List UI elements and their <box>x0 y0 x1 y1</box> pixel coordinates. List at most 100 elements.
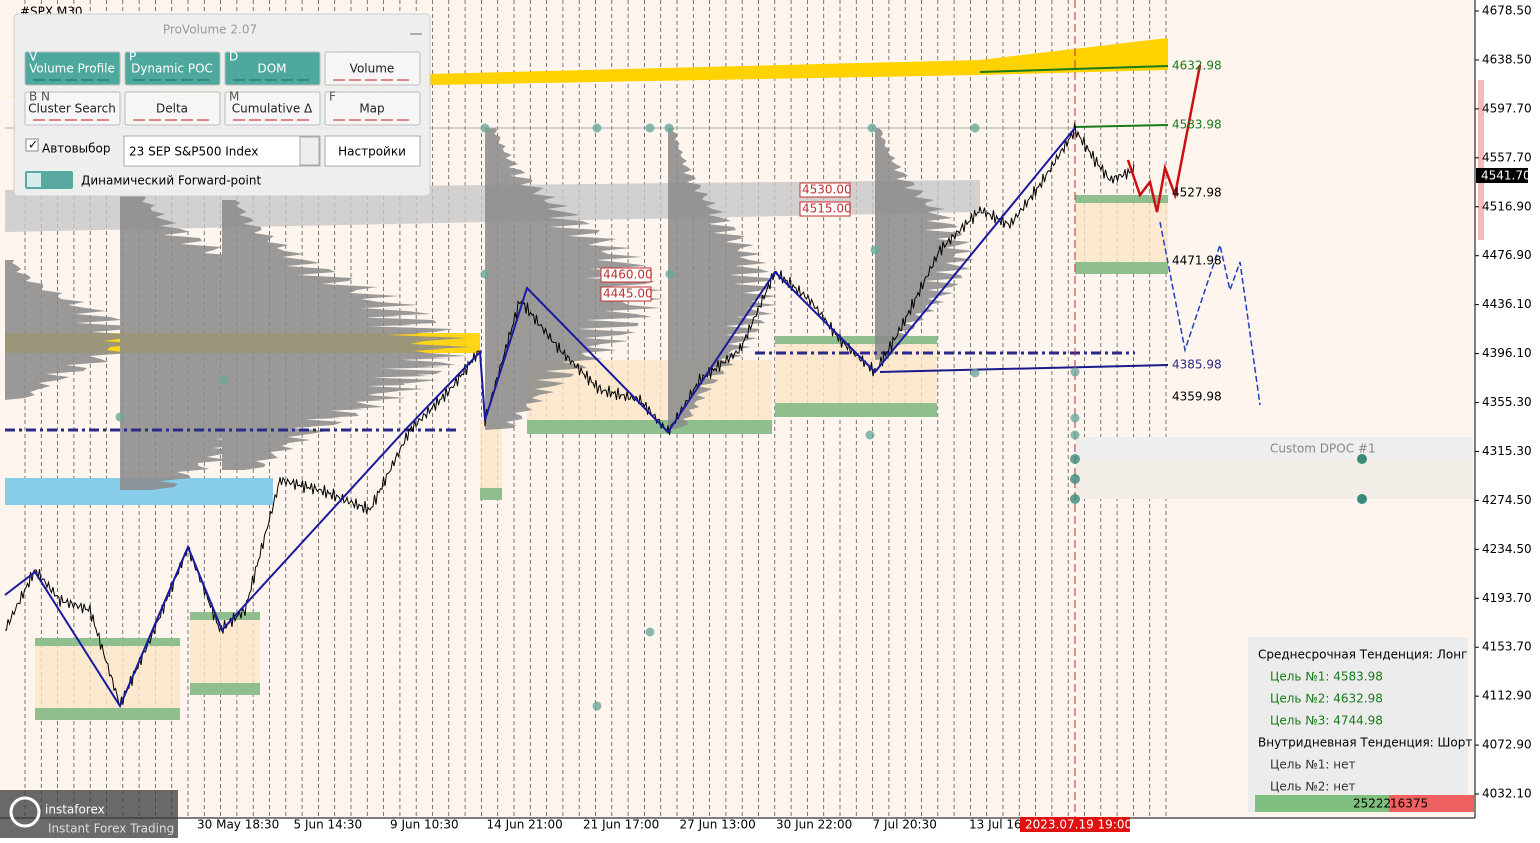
settings[interactable]: Настройки <box>338 145 406 159</box>
marker <box>219 375 229 385</box>
autoselect[interactable]: Автовыбор <box>42 142 111 156</box>
level-line <box>1074 124 1169 128</box>
level-label: 4471.98 <box>1172 254 1222 268</box>
price-tick-label: 4072.90 <box>1482 738 1532 752</box>
panel-button[interactable] <box>224 51 321 86</box>
current-price <box>1476 168 1528 183</box>
level-box <box>600 286 652 302</box>
button-label[interactable]: Delta <box>156 102 188 116</box>
level-label: 4359.98 <box>1172 390 1222 404</box>
panel-button[interactable] <box>24 51 121 86</box>
time-tick-label: 5 Jun 14:30 <box>294 818 363 832</box>
button-key: V <box>29 50 38 64</box>
button-key: D <box>229 50 238 64</box>
marker <box>867 123 877 133</box>
button-label[interactable]: Volume Profile <box>29 62 115 76</box>
button-label[interactable]: Map <box>359 102 384 116</box>
time-tick-label: 14 Jun 21:00 <box>487 818 563 832</box>
sell-volume: 16375 <box>1390 797 1428 811</box>
button-key: B N <box>29 90 50 104</box>
panel-button[interactable] <box>324 51 421 86</box>
volume-profile <box>485 128 665 430</box>
price-tick-label: 4516.90 <box>1482 199 1532 213</box>
price-tick-label: 4315.30 <box>1482 444 1532 458</box>
level-label: 4583.98 <box>1172 118 1222 132</box>
marker <box>645 123 655 133</box>
time-tick-label: 21 Jun 17:00 <box>583 818 659 832</box>
marker <box>1070 367 1080 377</box>
marker <box>865 430 875 440</box>
button-label[interactable]: Dynamic POC <box>131 62 213 76</box>
level-label: 4632.98 <box>1172 59 1222 73</box>
instrument-select[interactable] <box>123 135 321 167</box>
marker <box>1070 430 1080 440</box>
volume-profile <box>875 128 975 360</box>
level-box-label: 4515.00 <box>802 202 852 216</box>
level-line <box>879 364 1169 373</box>
level-box <box>600 267 652 283</box>
time-tick-label: 30 May 18:30 <box>197 818 279 832</box>
button-label[interactable]: Cluster Search <box>28 102 116 116</box>
panel-button[interactable] <box>124 91 221 126</box>
button-label[interactable]: Volume <box>350 62 395 76</box>
price-tick-label: 4476.90 <box>1482 248 1532 262</box>
button-label[interactable]: Cumulative Δ <box>232 102 313 116</box>
time-tick-label: 9 Jun 10:30 <box>390 818 459 832</box>
logo: instaforex Instant Forex Trading <box>0 790 178 838</box>
dpoc-label: Custom DPOC #1 <box>1270 442 1376 456</box>
price-tick-label: 4234.50 <box>1482 542 1532 556</box>
time-tick-label: 13 Jul 16: <box>969 818 1026 832</box>
panel-button[interactable] <box>324 91 421 126</box>
marker <box>645 627 655 637</box>
logo-tagline: Instant Forex Trading <box>48 822 174 836</box>
forecast-up <box>1126 64 1202 213</box>
dpoc-zone <box>1075 459 1473 499</box>
marker <box>1070 494 1080 504</box>
forward-point[interactable]: Динамический Forward-point <box>81 174 261 188</box>
panel-button[interactable] <box>224 91 321 126</box>
price-tick-label: 4355.30 <box>1482 395 1532 409</box>
settings-button[interactable] <box>324 135 421 167</box>
info-line: Цель №3: 4744.98 <box>1270 714 1383 728</box>
svg-text:✓: ✓ <box>28 138 38 152</box>
zones-green <box>35 195 1168 720</box>
current-time <box>1020 817 1130 832</box>
marker <box>970 123 980 133</box>
info-box <box>1248 637 1468 812</box>
level-box <box>799 201 851 217</box>
panel-button[interactable] <box>124 51 221 86</box>
button-label[interactable]: DOM <box>257 62 286 76</box>
price-tick-label: 4597.70 <box>1482 101 1532 115</box>
price-axis <box>1475 0 1540 839</box>
price-tick-label: 4678.50 <box>1482 4 1532 18</box>
panel-button[interactable] <box>24 91 121 126</box>
price-tick-label: 4557.70 <box>1482 150 1532 164</box>
button-key: M <box>229 90 239 104</box>
info-line: Цель №2: нет <box>1270 780 1355 794</box>
volume-profile <box>222 200 472 470</box>
instrument[interactable]: 23 SEP S&P500 Index <box>129 145 258 159</box>
info-line: Цель №1: нет <box>1270 758 1355 772</box>
marker <box>1070 454 1080 464</box>
current-time-label: 2023.07.19 19:00 <box>1025 818 1132 832</box>
price-tick-label: 4112.90 <box>1482 689 1532 703</box>
volume-profile <box>668 128 778 430</box>
marker <box>480 123 490 133</box>
forecast-down <box>1159 221 1261 406</box>
marker <box>664 123 674 133</box>
info-line: Внутридневная Тенденция: Шорт <box>1258 736 1472 750</box>
zigzag <box>4 127 1076 709</box>
price-tick-label: 4032.10 <box>1482 787 1532 801</box>
price-tick-label: 4274.50 <box>1482 493 1532 507</box>
info-line: Среднесрочная Тенденция: Лонг <box>1258 648 1467 662</box>
marker <box>1070 413 1080 423</box>
marker <box>592 123 602 133</box>
marker <box>1070 474 1080 484</box>
buy-volume: 25222 <box>1353 797 1391 811</box>
time-tick-label: 30 Jun 22:00 <box>776 818 852 832</box>
logo-name: instaforex <box>45 803 105 817</box>
price-tick-label: 4638.50 <box>1482 52 1532 66</box>
level-label: 4527.98 <box>1172 186 1222 200</box>
button-key: P <box>129 50 136 64</box>
